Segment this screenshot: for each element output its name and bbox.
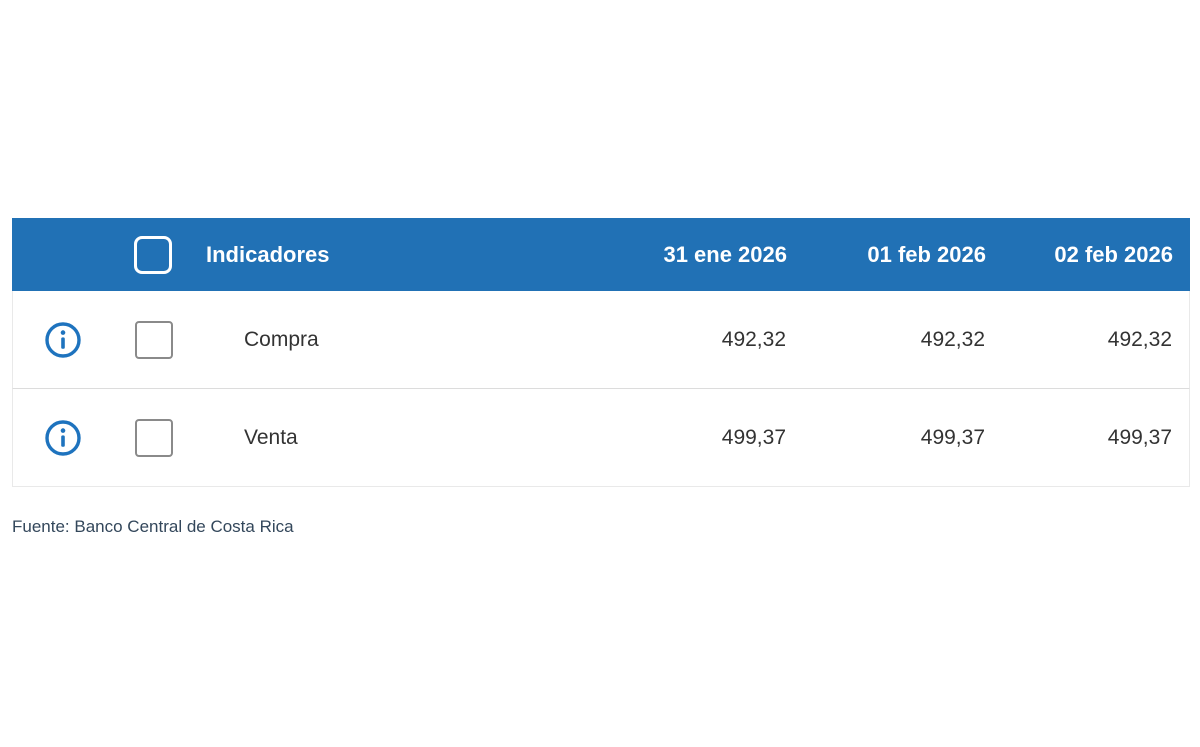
table-row: Compra 492,32 492,32 492,32 [12, 291, 1190, 389]
header-date-3: 02 feb 2026 [1054, 241, 1173, 267]
info-cell [13, 321, 113, 359]
info-cell [13, 419, 113, 457]
row-label: Venta [244, 425, 298, 449]
table-row: Venta 499,37 499,37 499,37 [12, 389, 1190, 487]
indicators-table: Indicadores 31 ene 2026 01 feb 2026 02 f… [12, 218, 1190, 487]
header-date-1: 31 ene 2026 [663, 241, 787, 267]
header-checkbox-cell [112, 235, 204, 274]
row-value: 499,37 [1107, 425, 1172, 449]
row-value: 492,32 [920, 327, 985, 351]
checkbox-cell [113, 418, 205, 457]
checkbox-cell [113, 320, 205, 359]
row-checkbox[interactable] [135, 418, 173, 457]
source-note: Fuente: Banco Central de Costa Rica [12, 517, 294, 536]
row-checkbox[interactable] [135, 320, 173, 359]
row-value: 492,32 [1107, 327, 1172, 351]
table-header-row: Indicadores 31 ene 2026 01 feb 2026 02 f… [12, 218, 1190, 291]
row-value: 492,32 [721, 327, 786, 351]
row-value: 499,37 [920, 425, 985, 449]
info-icon[interactable] [44, 321, 82, 359]
info-icon[interactable] [44, 419, 82, 457]
row-label: Compra [244, 327, 319, 351]
header-date-2: 01 feb 2026 [867, 241, 986, 267]
select-all-checkbox[interactable] [134, 235, 172, 274]
row-value: 499,37 [721, 425, 786, 449]
header-indicators-label: Indicadores [206, 241, 330, 267]
